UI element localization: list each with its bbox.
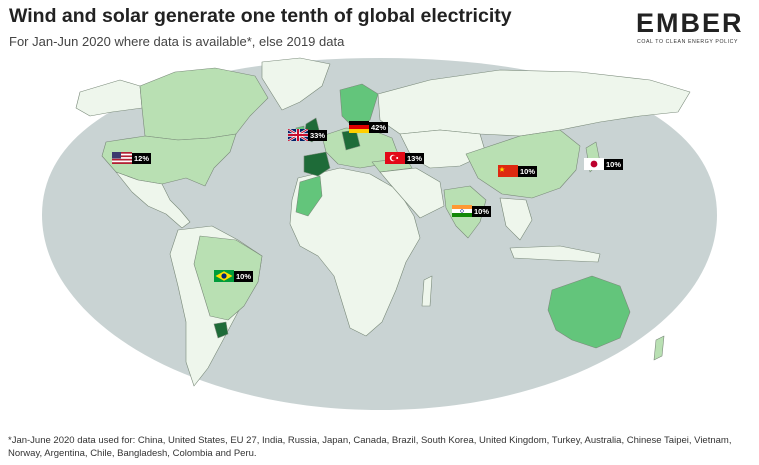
value-uk: 33%: [308, 129, 328, 141]
germany-flag-icon: [349, 121, 369, 133]
region-canada: [139, 67, 269, 141]
region-scandinavia: [339, 83, 379, 129]
region-new-zealand: [653, 335, 665, 361]
value-usa: 12%: [132, 152, 152, 164]
chart-title: Wind and solar generate one tenth of glo…: [9, 5, 512, 27]
us-flag-icon: [112, 152, 132, 164]
japan-flag-icon: [584, 158, 604, 170]
region-iberia: [303, 151, 331, 177]
region-morocco: [295, 175, 323, 217]
label-usa: 12%: [112, 152, 152, 164]
brazil-flag-icon: [214, 270, 234, 282]
region-uruguay: [213, 321, 229, 339]
region-china: [465, 129, 581, 199]
region-australia: [547, 275, 631, 349]
label-uk: 33%: [288, 129, 328, 141]
world-map: [42, 57, 717, 410]
value-germany: 42%: [369, 121, 389, 133]
turkey-flag-icon: [385, 152, 405, 164]
ember-logo: EMBER COAL TO CLEAN ENERGY POLICY: [636, 8, 748, 48]
value-india: 10%: [472, 205, 492, 217]
label-japan: 10%: [584, 158, 624, 170]
region-indonesia: [509, 245, 601, 263]
region-madagascar: [421, 275, 433, 307]
china-flag-icon: [498, 165, 518, 177]
chart-subtitle: For Jan-Jun 2020 where data is available…: [9, 34, 345, 49]
value-japan: 10%: [604, 158, 624, 170]
region-greenland: [261, 57, 331, 111]
label-turkey: 13%: [385, 152, 425, 164]
value-china: 10%: [518, 165, 538, 177]
region-mexico: [115, 171, 191, 229]
value-turkey: 13%: [405, 152, 425, 164]
label-china: 10%: [498, 165, 538, 177]
logo-wordmark: EMBER: [636, 8, 744, 38]
region-middle-east: [379, 167, 445, 219]
uk-flag-icon: [288, 129, 308, 141]
india-flag-icon: [452, 205, 472, 217]
region-se-asia: [499, 197, 533, 241]
label-germany: 42%: [349, 121, 389, 133]
value-brazil: 10%: [234, 270, 254, 282]
footnote: *Jan-June 2020 data used for: China, Uni…: [8, 435, 732, 459]
label-brazil: 10%: [214, 270, 254, 282]
label-india: 10%: [452, 205, 492, 217]
logo-tagline: COAL TO CLEAN ENERGY POLICY: [637, 39, 739, 45]
region-alaska: [75, 79, 143, 117]
